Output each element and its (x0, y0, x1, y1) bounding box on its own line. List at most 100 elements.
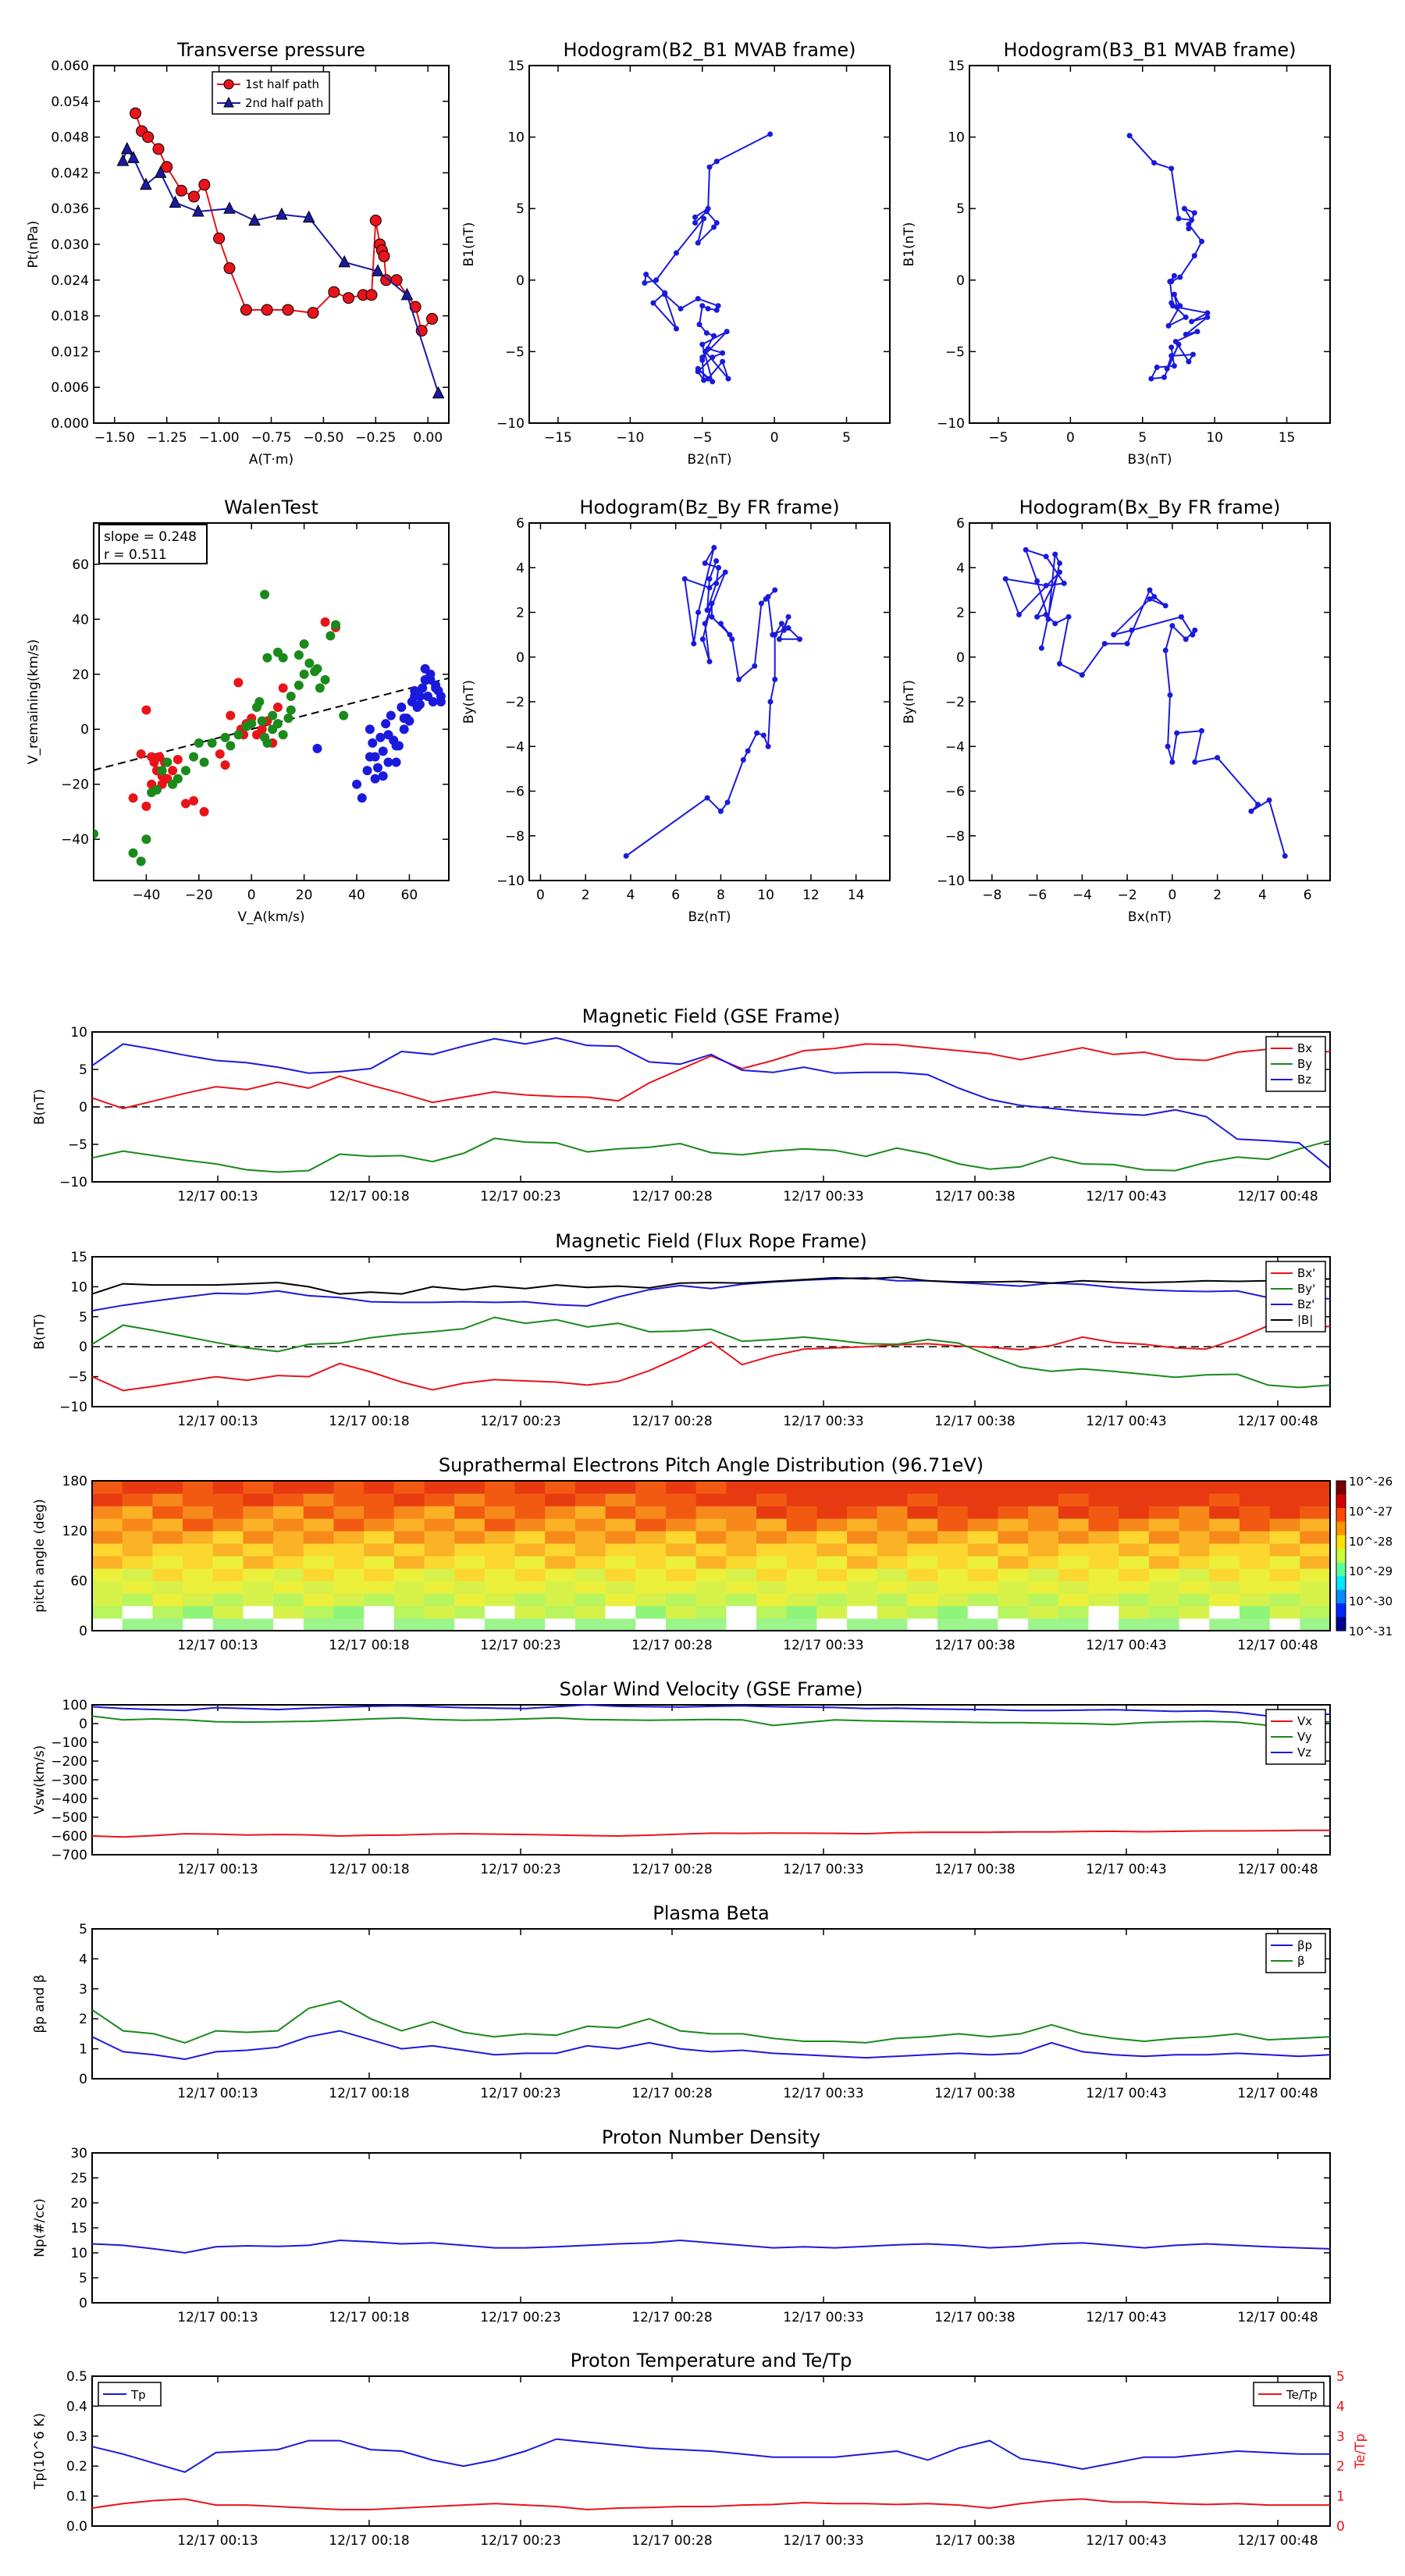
heatmap-cell (424, 1618, 455, 1631)
heatmap-cell (665, 1556, 697, 1569)
heatmap-cell (967, 1481, 999, 1494)
heatmap-cell (243, 1506, 274, 1519)
heatmap-cell (212, 1531, 244, 1544)
heatmap-cell (1269, 1493, 1300, 1507)
heatmap-cell (1300, 1618, 1331, 1631)
plot-frame (93, 65, 450, 424)
y-tick-label: −4 (505, 739, 525, 755)
heatmap-cell (122, 1481, 153, 1494)
series-line (1004, 548, 1286, 856)
legend-label: 2nd half path (245, 96, 323, 110)
heatmap-cell (574, 1618, 606, 1631)
heatmap-cell (937, 1593, 969, 1606)
heatmap-cell (937, 1556, 969, 1569)
data-point (1266, 797, 1272, 803)
data-point (710, 354, 716, 361)
heatmap-cell (454, 1581, 486, 1594)
data-point (706, 576, 713, 582)
legend: Bx By Bz (1265, 1036, 1326, 1092)
heatmap-cell (1300, 1543, 1331, 1557)
heatmap-cell (152, 1606, 183, 1619)
heatmap-cell (364, 1506, 395, 1519)
plot-frame (91, 2152, 1331, 2304)
heatmap-cell (1148, 1581, 1180, 1594)
series-line (91, 2498, 1330, 2510)
x-tick-label: 12/17 00:43 (1086, 1862, 1166, 1877)
data-point (352, 779, 362, 789)
data-point (365, 724, 375, 735)
y-tick-label: −100 (51, 1735, 87, 1751)
heatmap-cell (92, 1531, 123, 1544)
heatmap-cell (393, 1593, 425, 1606)
y-tick-label: 0.042 (51, 165, 89, 181)
heatmap-cell (967, 1493, 999, 1507)
data-point (797, 636, 802, 642)
data-point (268, 710, 278, 720)
x-tick-label: 12/17 00:33 (783, 1862, 863, 1877)
heatmap-cell (1239, 1531, 1271, 1544)
legend-label: Bx' (1297, 1266, 1315, 1280)
heatmap-cell (545, 1493, 576, 1507)
heatmap-cell (454, 1556, 486, 1569)
heatmap-cell (967, 1568, 999, 1582)
heatmap-cell (243, 1606, 274, 1619)
data-point (436, 697, 446, 706)
x-tick-label: 0 (770, 430, 779, 446)
heatmap-cell (1209, 1556, 1240, 1569)
heatmap-cell (877, 1606, 909, 1619)
data-point (199, 806, 209, 817)
data-point (722, 569, 728, 575)
heatmap-cell (1300, 1581, 1331, 1594)
heatmap-cell (514, 1581, 546, 1594)
y-tick-label: 3 (79, 1982, 87, 1998)
heatmap-cell (1239, 1618, 1271, 1631)
heatmap-cell (273, 1568, 304, 1582)
heatmap-cell (665, 1518, 697, 1532)
data-point (414, 699, 425, 710)
heatmap-cell (393, 1581, 425, 1594)
data-point (223, 262, 236, 275)
data-point (1023, 546, 1029, 553)
heatmap-cell (303, 1506, 335, 1519)
data-point (94, 829, 98, 839)
heatmap-cell (786, 1543, 817, 1557)
heatmap-cell (303, 1581, 335, 1594)
heatmap-cell (152, 1518, 183, 1532)
heatmap-cell (484, 1606, 516, 1619)
heatmap-cell (424, 1568, 455, 1582)
heatmap-cell (847, 1493, 878, 1507)
x-tick-label: 12/17 00:18 (329, 1189, 409, 1204)
data-point (1192, 627, 1198, 633)
y-tick-label: 120 (62, 1524, 87, 1539)
heatmap-cell (183, 1481, 214, 1494)
y-tick-label: −2 (945, 695, 965, 710)
data-point (425, 674, 436, 685)
heatmap-cell (364, 1568, 395, 1582)
data-point (310, 667, 320, 677)
heatmap-cell (907, 1581, 938, 1594)
x-tick-label: 12/17 00:38 (934, 1638, 1015, 1653)
heatmap-cell (273, 1556, 304, 1569)
heatmap-cell (1179, 1531, 1210, 1544)
data-point (695, 240, 701, 246)
y-tick-label: −6 (945, 785, 965, 800)
heatmap-cell (967, 1506, 999, 1519)
y-tick-label: −5 (945, 344, 965, 360)
heatmap-cell (243, 1531, 274, 1544)
y-tick-label: 0.060 (51, 59, 89, 74)
legend-label: Vy (1297, 1730, 1312, 1744)
plot-frame (528, 65, 891, 424)
heatmap-cell (424, 1481, 455, 1494)
heatmap-cell (998, 1568, 1029, 1582)
heatmap-cell (514, 1543, 546, 1557)
heatmap-cell (1179, 1506, 1210, 1519)
heatmap-cell (816, 1581, 848, 1594)
x-tick-label: 15 (1279, 430, 1296, 446)
heatmap-cell (243, 1493, 274, 1507)
data-point (681, 576, 688, 582)
heatmap-cell (847, 1556, 878, 1569)
x-tick-label: 12/17 00:13 (177, 1189, 258, 1204)
series-line (625, 546, 802, 857)
colorbar-tick-label: 10^-31 (1349, 1624, 1393, 1638)
